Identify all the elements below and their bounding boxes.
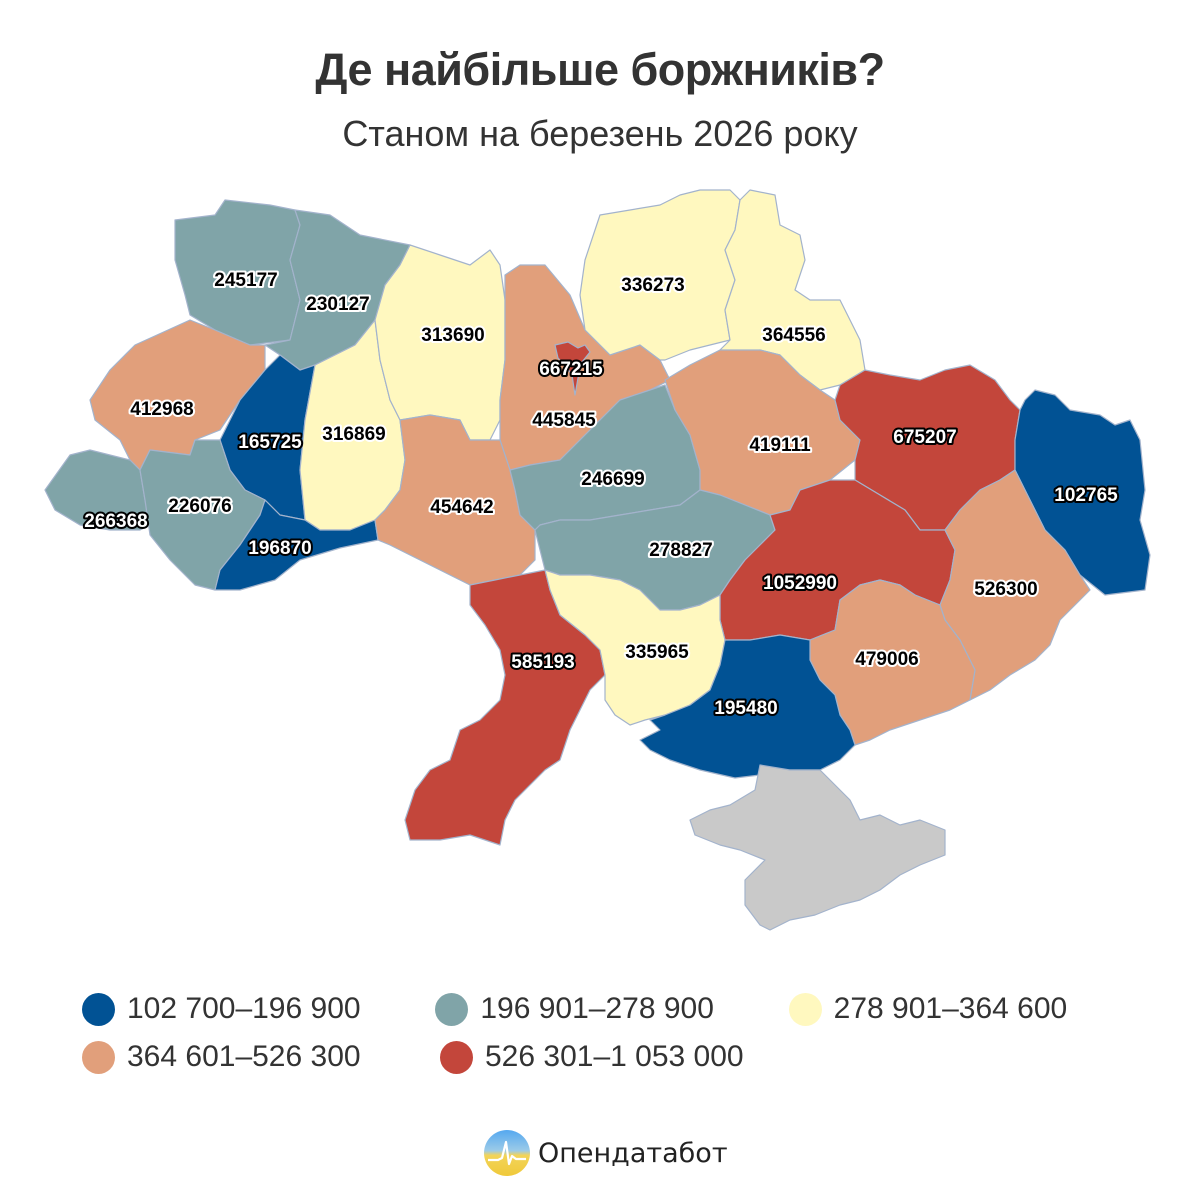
legend-label: 102 700–196 900 [127,992,361,1025]
value-label: 266368 [84,511,147,532]
value-label: 585193 [511,652,574,673]
legend-dot-icon [440,1040,473,1074]
legend-item: 526 301–1 053 000 [440,1040,798,1074]
value-label: 278827 [649,540,712,561]
legend-dot-icon [82,992,115,1026]
legend-label: 278 901–364 600 [833,992,1068,1025]
value-label: 165725 [238,432,302,453]
legend-label: 364 601–526 300 [127,1040,361,1073]
legend-label: 526 301–1 053 000 [485,1040,744,1073]
value-label: 526300 [974,579,1037,600]
value-label: 445845 [532,410,596,431]
value-label: 364556 [762,325,825,346]
brand-name: Опендатабот [538,1137,728,1169]
opendatabot-logo-icon [484,1130,530,1176]
value-label: 412968 [130,399,193,420]
value-label: 313690 [421,325,484,346]
value-label: 195480 [714,698,777,719]
legend-dot-icon [435,992,469,1026]
region-sumy[interactable] [719,189,866,391]
region-crimea [689,764,946,931]
value-label: 336273 [621,275,684,296]
legend-item: 364 601–526 300 [82,1040,440,1074]
value-label: 335965 [625,642,689,663]
legend-item: 102 700–196 900 [82,992,435,1026]
value-label: 667215 [539,359,603,380]
legend-item: 278 901–364 600 [788,992,1142,1026]
value-label: 419111 [749,435,811,456]
value-label: 196870 [248,538,311,559]
region-zakarpattia[interactable] [44,449,151,531]
value-label: 226076 [168,496,231,517]
value-label: 479006 [855,649,918,670]
region-chernivtsi[interactable] [214,499,379,591]
value-label: 230127 [306,294,369,315]
page-subtitle: Станом на березень 2026 року [342,113,858,154]
value-label: 246699 [581,469,644,490]
page-title: Де найбільше боржників? [315,44,885,95]
legend-label: 196 901–278 900 [480,992,714,1025]
legend-dot-icon [82,1040,115,1074]
legend: 102 700–196 900 196 901–278 900 278 901–… [82,985,1142,1081]
brand: Опендатабот [484,1130,728,1176]
value-label: 245177 [214,270,277,291]
region-kyiv-city[interactable] [554,341,591,396]
region-poltava[interactable] [664,349,861,516]
value-label: 454642 [430,497,493,518]
legend-row: 364 601–526 300 526 301–1 053 000 [82,1033,1142,1081]
legend-item: 196 901–278 900 [435,992,788,1026]
value-label: 316869 [322,424,385,445]
value-label: 1052990 [763,573,837,594]
value-label: 675207 [893,427,956,448]
value-label: 102765 [1054,485,1118,506]
legend-dot-icon [788,992,822,1026]
legend-row: 102 700–196 900 196 901–278 900 278 901–… [82,985,1142,1033]
